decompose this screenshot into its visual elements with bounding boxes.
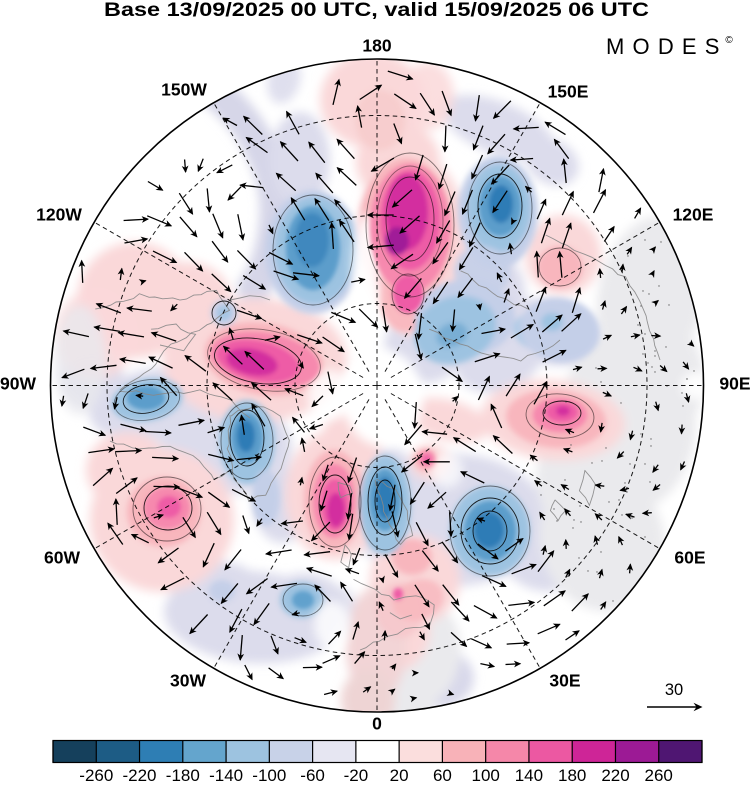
svg-text:100: 100 <box>472 766 500 783</box>
svg-text:180: 180 <box>362 35 391 55</box>
svg-text:260: 260 <box>645 766 673 783</box>
svg-text:-140: -140 <box>209 766 243 783</box>
svg-text:-260: -260 <box>79 766 113 783</box>
svg-text:150E: 150E <box>548 81 589 101</box>
svg-text:140: 140 <box>515 766 543 783</box>
svg-text:30E: 30E <box>549 670 580 690</box>
svg-text:-100: -100 <box>252 766 286 783</box>
svg-text:©: © <box>725 35 733 46</box>
svg-text:20: 20 <box>390 766 409 783</box>
svg-text:0: 0 <box>372 713 382 733</box>
svg-text:60E: 60E <box>674 547 705 567</box>
svg-text:60W: 60W <box>44 547 80 567</box>
svg-text:120W: 120W <box>36 204 82 224</box>
svg-text:MODES: MODES <box>606 34 728 59</box>
svg-text:90W: 90W <box>0 373 36 393</box>
svg-text:90E: 90E <box>719 373 750 393</box>
svg-text:-20: -20 <box>344 766 369 783</box>
svg-text:180: 180 <box>558 766 586 783</box>
svg-text:60: 60 <box>433 766 452 783</box>
svg-text:-220: -220 <box>122 766 156 783</box>
svg-text:150W: 150W <box>161 79 207 99</box>
svg-text:-60: -60 <box>300 766 325 783</box>
svg-text:220: 220 <box>601 766 629 783</box>
svg-text:-180: -180 <box>166 766 200 783</box>
svg-text:30W: 30W <box>170 670 206 690</box>
svg-text:Base 13/09/2025 00 UTC, valid: Base 13/09/2025 00 UTC, valid 15/09/2025… <box>104 0 649 21</box>
svg-text:30: 30 <box>665 681 683 699</box>
svg-text:120E: 120E <box>673 204 714 224</box>
